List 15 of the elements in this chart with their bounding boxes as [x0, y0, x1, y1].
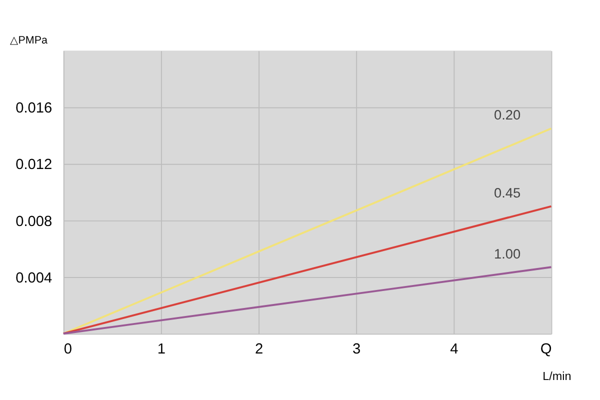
y-tick-label: 0.008 — [16, 214, 52, 230]
x-tick-label: 3 — [352, 342, 361, 358]
x-tick-label: 0 — [64, 342, 72, 358]
x-tick-label: 1 — [157, 342, 166, 358]
y-tick-label: 0.016 — [16, 100, 52, 117]
x-tick-label: Q — [540, 342, 552, 358]
y-tick-label: 0.004 — [16, 270, 52, 286]
x-axis-title: L/min — [542, 370, 572, 383]
y-axis-title: △PMPa — [10, 34, 48, 46]
series-label: 1.00 — [494, 246, 521, 262]
series-label: 0.45 — [494, 186, 521, 201]
y-tick-label: 0.012 — [16, 157, 52, 174]
x-tick-label: 2 — [254, 342, 264, 358]
series-label: 0.20 — [494, 108, 521, 123]
x-tick-label: 4 — [450, 342, 458, 358]
